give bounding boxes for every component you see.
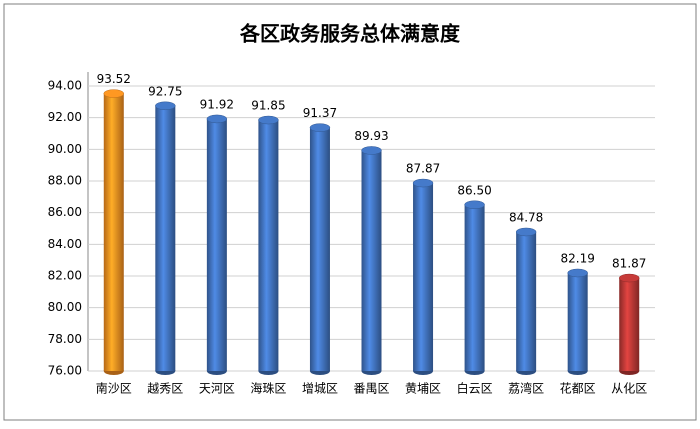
bar-cap — [412, 178, 434, 188]
x-tick-label: 番禺区 — [353, 382, 389, 396]
y-tick-label: 78.00 — [48, 332, 82, 346]
bar — [258, 120, 279, 372]
x-tick-label: 从化区 — [611, 382, 647, 396]
data-label: 87.87 — [406, 162, 440, 176]
bar — [413, 183, 434, 371]
bar-cap — [618, 273, 640, 283]
y-tick-label: 86.00 — [48, 205, 82, 219]
bar — [567, 272, 588, 371]
y-tick-label: 84.00 — [48, 237, 82, 251]
bar-cap — [361, 146, 382, 155]
data-label: 92.75 — [148, 84, 182, 98]
data-label: 82.19 — [561, 251, 595, 265]
x-tick-label: 黄埔区 — [405, 382, 441, 396]
bar-cap — [567, 268, 588, 278]
bar-cap — [258, 115, 279, 125]
y-tick-label: 92.00 — [48, 110, 82, 124]
bar — [103, 93, 124, 371]
bar-cap — [206, 114, 228, 124]
x-tick-label: 天河区 — [199, 382, 235, 396]
y-tick-label: 76.00 — [48, 364, 82, 378]
bar — [516, 231, 537, 371]
data-label: 91.37 — [303, 106, 337, 120]
bar-cap — [309, 123, 331, 132]
bar — [155, 105, 176, 372]
bar-cap — [515, 227, 537, 237]
y-tick-label: 80.00 — [48, 300, 82, 314]
bar — [361, 150, 382, 371]
data-label: 93.52 — [97, 72, 131, 86]
bar — [206, 118, 227, 371]
data-label: 86.50 — [457, 183, 491, 197]
x-tick-label: 越秀区 — [147, 382, 183, 396]
chart-title: 各区政务服务总体满意度 — [239, 22, 461, 46]
data-label: 91.85 — [251, 99, 285, 113]
x-tick-label: 白云区 — [457, 381, 493, 396]
x-tick-label: 花都区 — [560, 381, 596, 396]
bar-cap — [464, 200, 485, 209]
data-label: 84.78 — [509, 210, 543, 224]
data-label: 91.92 — [200, 97, 234, 111]
y-tick-label: 82.00 — [48, 269, 82, 283]
data-label: 81.87 — [612, 257, 646, 271]
bar-cap — [103, 89, 125, 98]
bar — [309, 127, 330, 372]
x-tick-label: 荔湾区 — [508, 381, 544, 396]
y-tick-label: 88.00 — [48, 174, 82, 188]
x-tick-label: 增城区 — [302, 382, 338, 396]
x-tick-label: 南沙区 — [96, 381, 132, 396]
x-tick-label: 海珠区 — [250, 381, 286, 396]
y-tick-label: 94.00 — [48, 79, 82, 93]
bar-cap — [155, 101, 176, 111]
bar — [464, 204, 485, 371]
data-label: 89.93 — [354, 129, 388, 143]
y-tick-label: 90.00 — [48, 142, 82, 156]
bar — [619, 278, 640, 371]
